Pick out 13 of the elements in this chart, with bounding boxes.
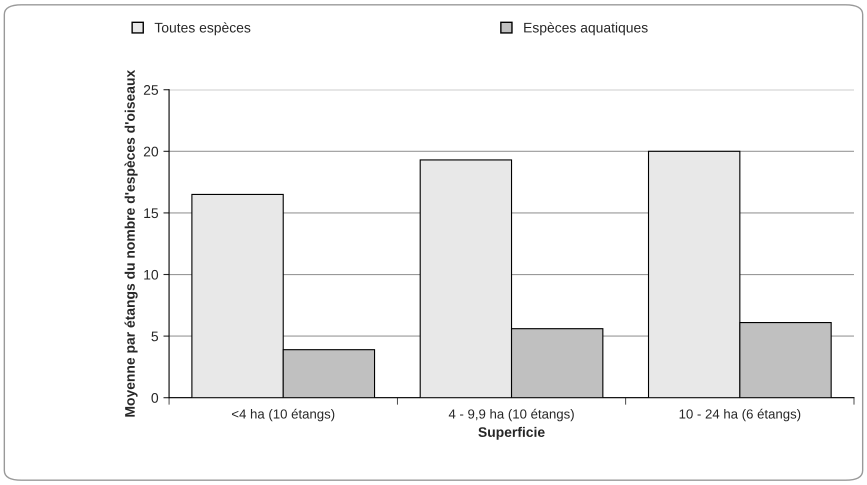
- y-tick-label: 25: [144, 85, 158, 95]
- legend-label: Espèces aquatiques: [524, 22, 648, 36]
- y-tick-label: 0: [151, 393, 158, 403]
- x-tick-label: 10 - 24 ha (6 étangs): [680, 408, 800, 422]
- x-axis-title: Superficie: [478, 426, 545, 440]
- y-tick-label: 20: [144, 146, 158, 156]
- x-tick-label: <4 ha (10 étangs): [232, 408, 334, 422]
- y-tick-label: 10: [144, 270, 158, 280]
- x-tick-label: 4 - 9,9 ha (10 étangs): [448, 408, 574, 422]
- y-axis-title: Moyenne par étangs du nombre d'espèces d'oiseaux: [124, 70, 138, 417]
- legend-label: Toutes espèces: [154, 22, 250, 36]
- y-tick-label: 15: [144, 208, 158, 218]
- y-tick-label: 5: [151, 332, 158, 342]
